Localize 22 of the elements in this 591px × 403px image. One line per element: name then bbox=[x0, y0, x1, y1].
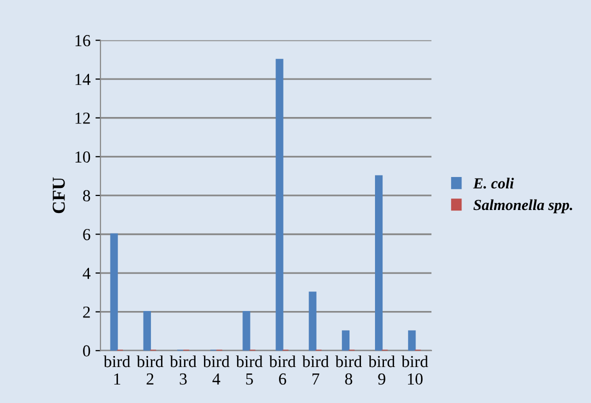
x-tick-label: bird 4 bbox=[202, 355, 230, 384]
y-tick-label: 6 bbox=[83, 228, 90, 240]
x-tick-label: bird 8 bbox=[335, 355, 362, 385]
y-tick-label: 8 bbox=[83, 190, 90, 202]
legend-label: Salmonella spp. bbox=[473, 199, 572, 214]
x-tick-label: bird 7 bbox=[302, 355, 329, 384]
y-tick-label: 4 bbox=[82, 268, 90, 279]
y-tick-label: 14 bbox=[76, 74, 90, 85]
x-tick-label: bird 6 bbox=[269, 355, 296, 385]
y-tick-label: 2 bbox=[83, 306, 90, 318]
y-tick-label: 16 bbox=[76, 35, 90, 46]
y-axis-title: CFU bbox=[52, 177, 65, 214]
y-tick-label: 10 bbox=[76, 151, 90, 163]
x-tick-label: bird 2 bbox=[136, 355, 164, 384]
y-tick-label: 12 bbox=[76, 112, 90, 124]
x-tick-label: bird 10 bbox=[401, 355, 428, 385]
y-tick-label: 0 bbox=[83, 345, 90, 357]
x-tick-label: bird 9 bbox=[368, 355, 396, 385]
legend-label: E. coli bbox=[473, 178, 514, 189]
x-tick-label: bird 3 bbox=[170, 355, 196, 385]
x-tick-label: bird 1 bbox=[104, 355, 130, 384]
x-tick-label: bird 5 bbox=[236, 355, 263, 385]
